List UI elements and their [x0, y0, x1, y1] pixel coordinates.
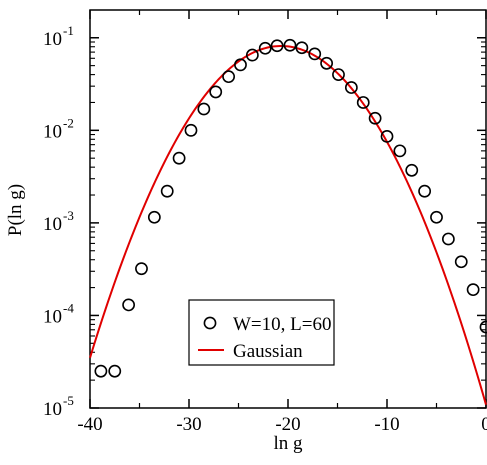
y-tick-label-exponent: -2 [63, 115, 74, 130]
data-point [441, 232, 455, 246]
y-axis: 10-510-410-310-210-1 [43, 23, 486, 420]
data-point [197, 102, 211, 116]
data-point [430, 210, 443, 224]
y-axis-label: P(ln g) [5, 184, 26, 236]
legend-label-data: W=10, L=60 [233, 314, 331, 335]
y-tick-label: 10 [43, 399, 62, 420]
x-tick-label: -40 [77, 414, 102, 435]
data-point [270, 39, 284, 53]
y-tick-label-exponent: -4 [63, 300, 74, 315]
data-point [258, 41, 272, 55]
data-point [332, 68, 345, 82]
y-tick-label-exponent: -5 [63, 393, 74, 408]
data-point [94, 364, 108, 378]
data-point [380, 129, 394, 143]
y-tick-label: 10 [43, 121, 62, 142]
x-axis-label: ln g [273, 433, 303, 454]
y-tick-label-exponent: -1 [63, 23, 74, 38]
data-point [466, 283, 480, 297]
data-point [479, 320, 487, 334]
legend-label-gaussian: Gaussian [233, 341, 303, 362]
data-point [295, 41, 309, 55]
x-tick-label: -30 [176, 414, 201, 435]
data-point [356, 96, 370, 109]
data-point [234, 58, 247, 72]
y-tick-label-exponent: -3 [63, 208, 74, 223]
data-point [368, 111, 382, 125]
legend: W=10, L=60 Gaussian [188, 299, 335, 366]
data-point [245, 48, 259, 62]
data-point [308, 47, 322, 61]
data-point [160, 184, 174, 198]
data-point [135, 262, 148, 276]
y-tick-label: 10 [43, 214, 62, 235]
data-point [122, 298, 136, 312]
x-tick-label: 0 [481, 414, 487, 435]
data-point [344, 81, 358, 94]
gaussian-curve [89, 45, 487, 405]
legend-marker-circle-icon [203, 316, 217, 330]
x-tick-label: -20 [275, 414, 300, 435]
data-point [283, 38, 297, 52]
x-tick-label: -10 [374, 414, 399, 435]
data-point [147, 210, 161, 224]
data-point [184, 123, 198, 137]
data-point [108, 364, 122, 378]
y-tick-label: 10 [43, 29, 62, 50]
data-point [222, 70, 235, 84]
data-point [418, 184, 432, 198]
x-axis: -40 -30 -20 -10 0 [77, 10, 487, 435]
data-point [320, 56, 334, 70]
data-point [209, 85, 223, 99]
series-layer [89, 38, 487, 405]
legend-box [188, 299, 335, 366]
data-point [405, 163, 419, 177]
y-tick-label: 10 [43, 306, 62, 327]
data-point [454, 255, 468, 269]
data-point [393, 144, 407, 158]
data-point [172, 151, 186, 165]
